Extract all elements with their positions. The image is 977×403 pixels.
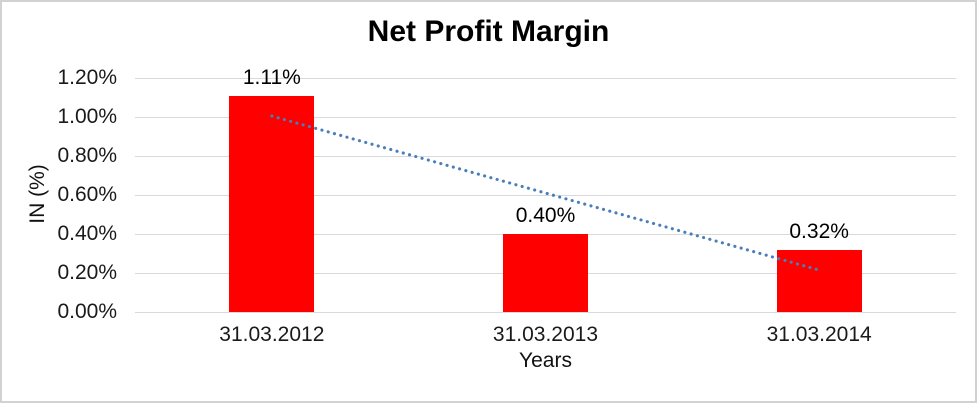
gridline: [135, 311, 956, 313]
trendline: [270, 114, 821, 272]
y-tick-label: 0.00%: [57, 300, 117, 323]
y-tick-label: 1.20%: [57, 66, 117, 89]
y-tick-label: 0.20%: [57, 261, 117, 284]
y-tick-label: 0.80%: [57, 144, 117, 167]
bar-value-label: 0.40%: [515, 204, 576, 227]
chart-title: Net Profit Margin: [367, 15, 610, 48]
bar: [503, 234, 588, 312]
gridline: [135, 116, 956, 118]
plot-area: [135, 77, 956, 313]
x-tick-label: 31.03.2014: [766, 323, 872, 346]
gridline: [135, 155, 956, 157]
gridline: [135, 194, 956, 196]
x-tick-label: 31.03.2013: [492, 323, 599, 346]
bar: [776, 249, 862, 312]
bar: [229, 95, 315, 312]
x-axis-title: Years: [519, 349, 572, 372]
bar-value-label: 0.32%: [789, 219, 849, 243]
bar-value-label: 1.11%: [242, 65, 301, 89]
y-tick-label: 0.60%: [57, 183, 117, 206]
x-tick-label: 31.03.2012: [219, 323, 325, 346]
gridline: [135, 77, 956, 79]
y-tick-label: 1.00%: [57, 105, 117, 128]
y-tick-label: 0.40%: [57, 222, 117, 245]
trendline-line: [270, 114, 821, 272]
